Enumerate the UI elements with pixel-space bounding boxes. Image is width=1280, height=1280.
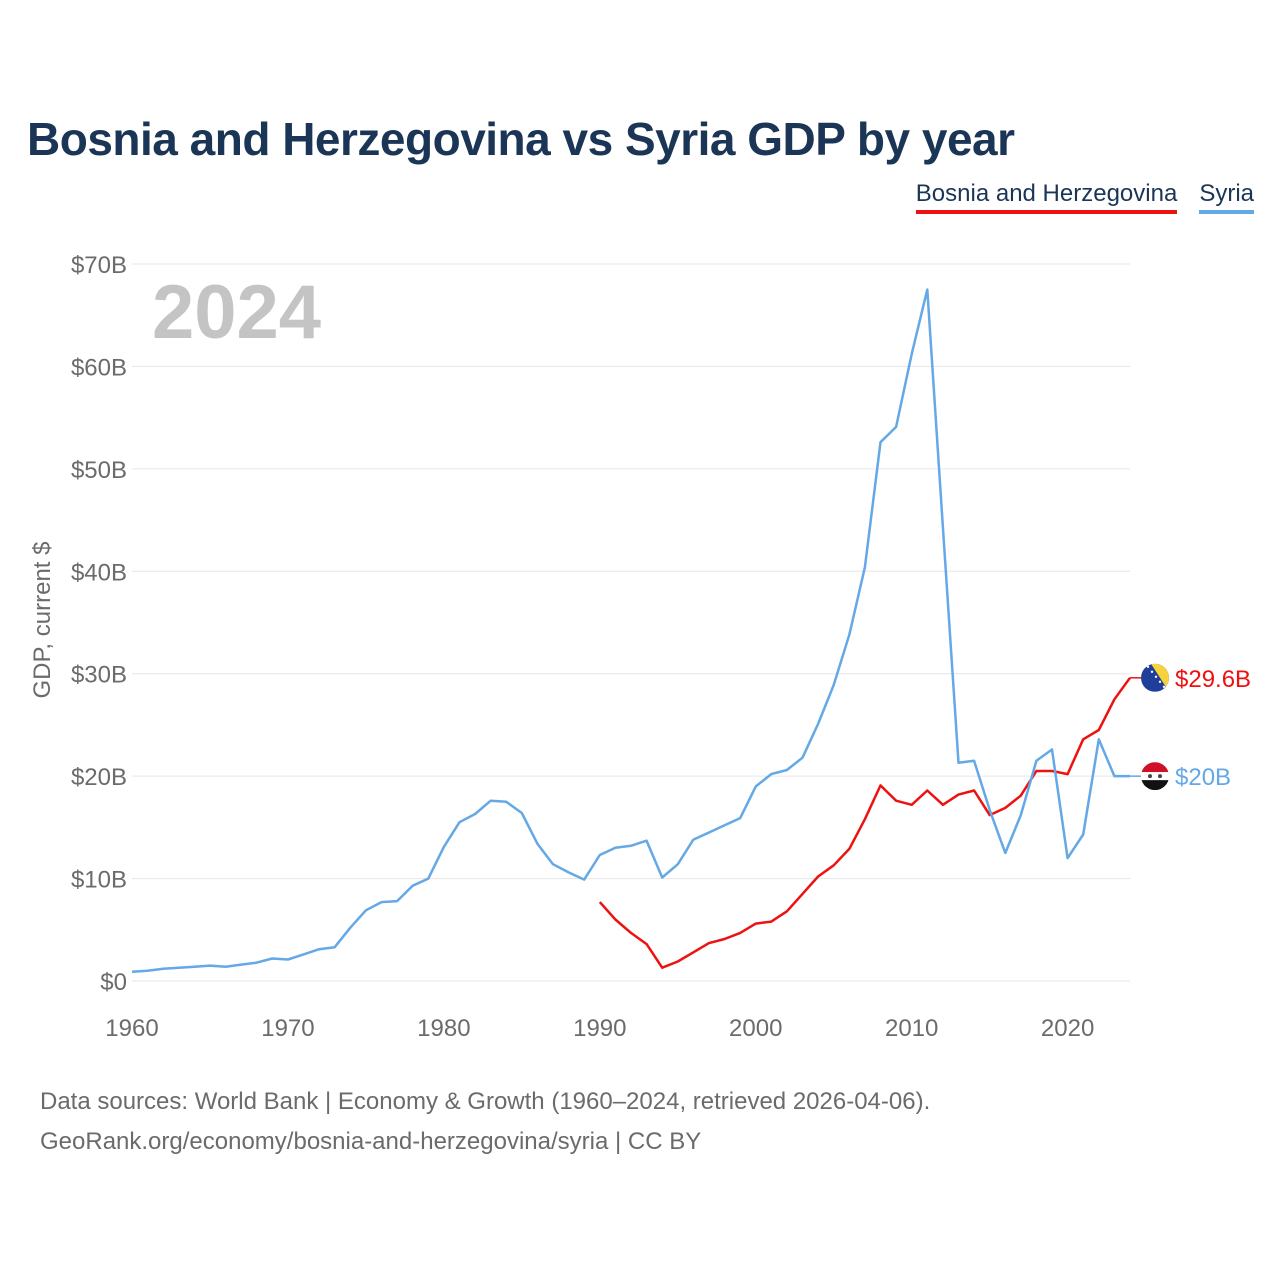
end-value-label: $20B	[1175, 764, 1231, 791]
x-tick-label: 2000	[729, 1015, 782, 1042]
source-note: Data sources: World Bank | Economy & Gro…	[40, 1082, 930, 1162]
bosnia-flag-icon	[1141, 663, 1169, 692]
y-tick-label: $0	[100, 969, 127, 996]
x-tick-label: 1970	[261, 1015, 314, 1042]
series-line-syria	[131, 288, 1130, 974]
y-tick-label: $30B	[71, 662, 127, 689]
legend: Bosnia and Herzegovina Syria	[915, 180, 1254, 214]
y-axis: $0 $10B $20B $30B $40B $50B $60B $70B	[71, 252, 127, 996]
y-tick-label: $60B	[71, 354, 127, 381]
x-tick-label: 1990	[573, 1015, 626, 1042]
x-tick-label: 2020	[1041, 1015, 1094, 1042]
year-watermark: 2024	[152, 270, 321, 355]
line-chart: $0$10B$20B$30B$40B$50B$60B$70B 1960 1970 1…	[29, 252, 1251, 1042]
y-tick-label: $10B	[71, 867, 127, 894]
syria-flag-icon	[1141, 762, 1169, 791]
series-line-bosnia-and-herzegovina	[598, 677, 1132, 969]
series-lines	[131, 288, 1132, 974]
x-tick-label: 1980	[417, 1015, 470, 1042]
gridlines	[132, 263, 1130, 982]
y-tick-label: $40B	[71, 559, 127, 586]
source-line-2[interactable]: GeoRank.org/economy/bosnia-and-herzegovi…	[40, 1128, 702, 1155]
end-labels: $29.6B $20B	[1130, 663, 1251, 791]
y-tick-label: $20B	[71, 764, 127, 791]
chart-title: Bosnia and Herzegovina vs Syria GDP by y…	[27, 113, 1015, 165]
y-axis-label: GDP, current $	[29, 542, 56, 699]
x-axis: 1960 1970 1980 1990 2000 2010 2020	[105, 1015, 1094, 1042]
y-tick-label: $50B	[71, 457, 127, 484]
x-tick-label: 1960	[105, 1015, 158, 1042]
end-value-label: $29.6B	[1175, 666, 1251, 693]
legend-item-syria[interactable]: Syria	[1199, 180, 1254, 214]
source-line-1: Data sources: World Bank | Economy & Gro…	[40, 1088, 931, 1115]
legend-item-bosnia[interactable]: Bosnia and Herzegovina	[915, 180, 1178, 214]
y-tick-label: $70B	[71, 252, 127, 279]
x-tick-label: 2010	[885, 1015, 938, 1042]
